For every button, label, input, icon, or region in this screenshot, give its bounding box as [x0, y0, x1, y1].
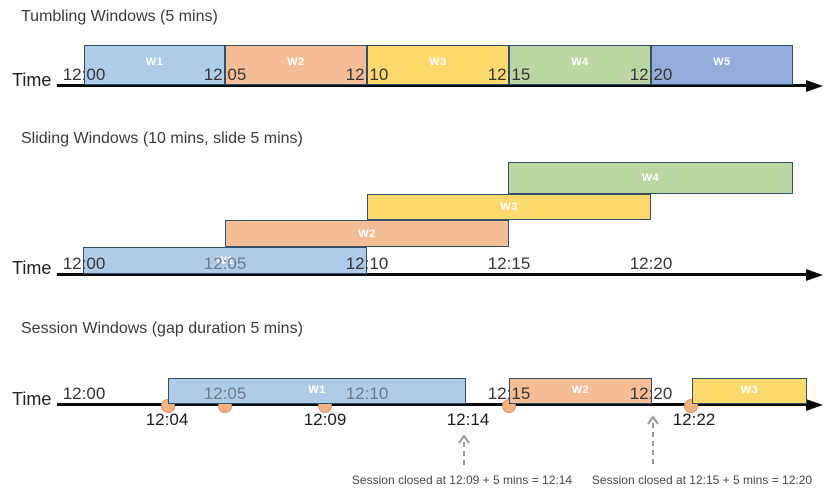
tumbling-tick-1205: 12:05	[203, 65, 247, 84]
session-event-label-1222: 12:22	[672, 410, 716, 429]
tumbling-time-axis-label: Time	[12, 70, 52, 90]
window-label: W3	[500, 201, 518, 213]
session-close-arrow-icon	[647, 415, 659, 466]
session-closed-annotation-2: Session closed at 12:15 + 5 mins = 12:20	[591, 473, 813, 487]
session-time-axis-line	[57, 403, 806, 406]
sliding-window-w1: W1	[83, 247, 367, 274]
window-label: W2	[287, 55, 305, 68]
window-label: W3	[740, 383, 759, 396]
tumbling-tick-1200: 12:00	[62, 65, 106, 84]
tumbling-tick-1220: 12:20	[629, 65, 673, 84]
sliding-tick-1205: 12:05	[203, 254, 247, 273]
tumbling-time-axis-line	[57, 84, 806, 87]
tumbling-window-w4: W4	[509, 45, 651, 85]
window-label: W4	[571, 55, 589, 68]
session-closed-annotation-1: Session closed at 12:09 + 5 mins = 12:14	[351, 473, 573, 487]
window-label: W5	[713, 55, 731, 68]
sliding-axis-arrowhead-icon	[806, 269, 823, 281]
window-label: W4	[641, 172, 660, 184]
sliding-window-w2: W2	[225, 220, 509, 247]
session-tick-1215: 12:15	[487, 384, 531, 403]
tumbling-tick-1215: 12:15	[487, 65, 531, 84]
session-tick-1205: 12:05	[203, 384, 247, 403]
sliding-window-w3: W3	[367, 194, 651, 220]
session-window-w1: W1	[168, 378, 466, 404]
window-label: W1	[216, 254, 234, 267]
session-window-w2: W2	[509, 378, 652, 404]
tumbling-window-w2: W2	[225, 45, 367, 85]
tumbling-window-w1: W1	[84, 45, 225, 85]
session-time-axis-label: Time	[12, 389, 52, 409]
tumbling-axis-arrowhead-icon	[806, 80, 823, 92]
sliding-tick-1210: 12:10	[345, 254, 389, 273]
window-label: W1	[308, 383, 326, 396]
session-close-arrow-icon	[458, 434, 470, 467]
session-tick-1210: 12:10	[345, 384, 389, 403]
sliding-window-w4: W4	[508, 162, 793, 194]
sliding-tick-1200: 12:00	[62, 254, 106, 273]
sliding-tick-1215: 12:15	[487, 254, 531, 273]
session-tick-1220: 12:20	[629, 384, 673, 403]
tumbling-tick-1210: 12:10	[345, 65, 389, 84]
sliding-time-axis-label: Time	[12, 258, 52, 278]
window-label: W1	[145, 55, 164, 68]
sliding-time-axis-line	[57, 273, 806, 276]
session-event-label-1204: 12:04	[145, 410, 189, 429]
session-window-w3: W3	[692, 378, 807, 404]
tumbling-window-w3: W3	[367, 45, 509, 85]
window-label: W3	[429, 55, 447, 68]
session-tick-1200: 12:00	[62, 384, 106, 403]
window-label: W2	[571, 383, 590, 396]
sliding-tick-1220: 12:20	[629, 254, 673, 273]
session-close-label-1214: 12:14	[446, 410, 490, 429]
window-label: W2	[358, 227, 376, 240]
tumbling-section-title: Tumbling Windows (5 mins)	[21, 8, 218, 25]
sliding-section-title: Sliding Windows (10 mins, slide 5 mins)	[21, 130, 303, 147]
session-axis-arrowhead-icon	[806, 399, 823, 411]
session-event-label-1209: 12:09	[303, 410, 347, 429]
session-section-title: Session Windows (gap duration 5 mins)	[21, 320, 303, 337]
tumbling-window-w5: W5	[651, 45, 793, 85]
